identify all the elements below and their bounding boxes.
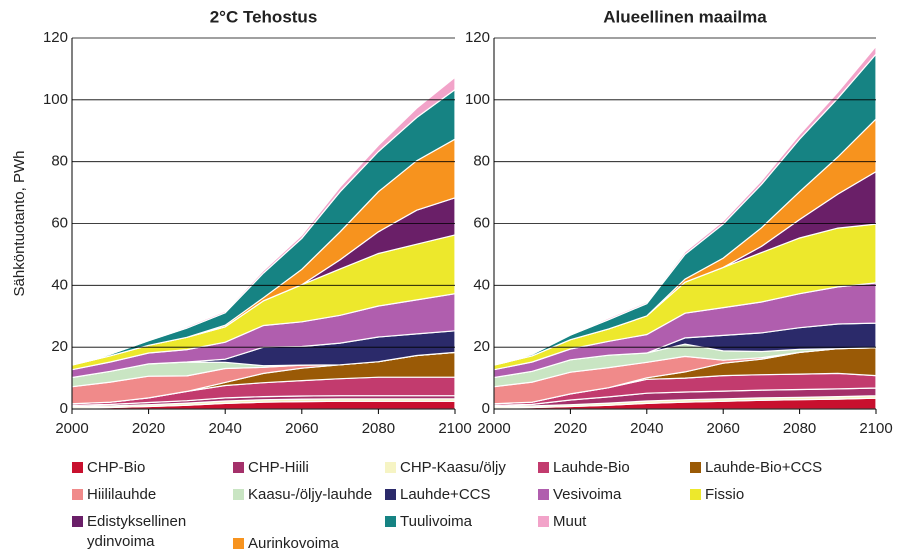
legend-swatch bbox=[233, 489, 244, 500]
legend-swatch bbox=[72, 489, 83, 500]
legend-item: Lauhde-Bio+CCS bbox=[690, 458, 830, 478]
legend-item: CHP-Hiili bbox=[233, 458, 373, 478]
y-tick-label: 100 bbox=[465, 91, 490, 108]
legend-item: Kaasu-/öljy-lauhde bbox=[233, 485, 373, 505]
y-tick-label: 60 bbox=[473, 214, 490, 231]
chart-title: Alueellinen maailma bbox=[603, 7, 767, 26]
legend-item: Edistyksellinen ydinvoima bbox=[72, 512, 212, 552]
legend-label: Lauhde-Bio bbox=[553, 459, 630, 476]
y-tick-label: 60 bbox=[51, 214, 68, 231]
x-tick-label: 2040 bbox=[630, 420, 663, 437]
legend-item: CHP-Kaasu/öljy bbox=[385, 458, 525, 478]
y-tick-label: 40 bbox=[51, 276, 68, 293]
x-tick-label: 2020 bbox=[132, 420, 165, 437]
legend-swatch bbox=[233, 538, 244, 549]
legend-label: Aurinkovoima bbox=[248, 535, 339, 552]
y-tick-label: 20 bbox=[473, 338, 490, 355]
x-tick-label: 2060 bbox=[285, 420, 318, 437]
x-tick-label: 2000 bbox=[55, 420, 88, 437]
y-tick-label: 120 bbox=[43, 29, 68, 46]
legend-label: Tuulivoima bbox=[400, 513, 472, 530]
legend-label: Edistyksellinen ydinvoima bbox=[87, 513, 187, 550]
legend-item: Muut bbox=[538, 512, 678, 532]
legend-swatch bbox=[538, 489, 549, 500]
x-tick-label: 2000 bbox=[477, 420, 510, 437]
legend-swatch bbox=[385, 462, 396, 473]
y-tick-label: 100 bbox=[43, 91, 68, 108]
legend-swatch bbox=[538, 462, 549, 473]
legend-swatch bbox=[690, 489, 701, 500]
y-tick-label: 40 bbox=[473, 276, 490, 293]
legend-label: CHP-Kaasu/öljy bbox=[400, 459, 506, 476]
x-tick-label: 2020 bbox=[554, 420, 587, 437]
legend-item: Lauhde+CCS bbox=[385, 485, 525, 505]
legend-label: Fissio bbox=[705, 486, 745, 503]
legend-swatch bbox=[385, 516, 396, 527]
legend-item: Hiililauhde bbox=[72, 485, 212, 505]
x-tick-label: 2060 bbox=[707, 420, 740, 437]
y-tick-label: 120 bbox=[465, 29, 490, 46]
legend-label: Lauhde+CCS bbox=[400, 486, 491, 503]
legend-label: Kaasu-/öljy-lauhde bbox=[248, 486, 373, 503]
x-tick-label: 2040 bbox=[209, 420, 242, 437]
x-tick-label: 2100 bbox=[859, 420, 892, 437]
y-tick-label: 0 bbox=[482, 400, 490, 417]
legend-label: Muut bbox=[553, 513, 587, 530]
legend-item: CHP-Bio bbox=[72, 458, 212, 478]
legend-swatch bbox=[72, 516, 83, 527]
x-tick-label: 2100 bbox=[438, 420, 471, 437]
legend-item: Vesivoima bbox=[538, 485, 678, 505]
legend-swatch bbox=[385, 489, 396, 500]
legend-swatch bbox=[233, 462, 244, 473]
area bbox=[493, 44, 877, 366]
legend-swatch bbox=[72, 462, 83, 473]
legend-swatch bbox=[538, 516, 549, 527]
legend-item: Lauhde-Bio bbox=[538, 458, 678, 478]
legend-swatch bbox=[690, 462, 701, 473]
x-tick-label: 2080 bbox=[783, 420, 816, 437]
legend-label: Vesivoima bbox=[553, 486, 622, 503]
legend-item: Fissio bbox=[690, 485, 830, 505]
x-tick-label: 2080 bbox=[362, 420, 395, 437]
legend-label: Hiililauhde bbox=[87, 486, 157, 503]
legend-item: Aurinkovoima bbox=[233, 534, 373, 553]
legend-label: CHP-Hiili bbox=[248, 459, 309, 476]
y-axis-label: Sähköntuotanto, PWh bbox=[11, 151, 28, 297]
y-tick-label: 80 bbox=[473, 153, 490, 170]
legend-item: Tuulivoima bbox=[385, 512, 525, 532]
y-tick-label: 20 bbox=[51, 338, 68, 355]
legend-label: CHP-Bio bbox=[87, 459, 146, 476]
y-tick-label: 0 bbox=[60, 400, 68, 417]
chart-title: 2°C Tehostus bbox=[210, 7, 318, 26]
area bbox=[71, 76, 456, 366]
y-tick-label: 80 bbox=[51, 153, 68, 170]
legend-label: Lauhde-Bio+CCS bbox=[705, 459, 823, 476]
